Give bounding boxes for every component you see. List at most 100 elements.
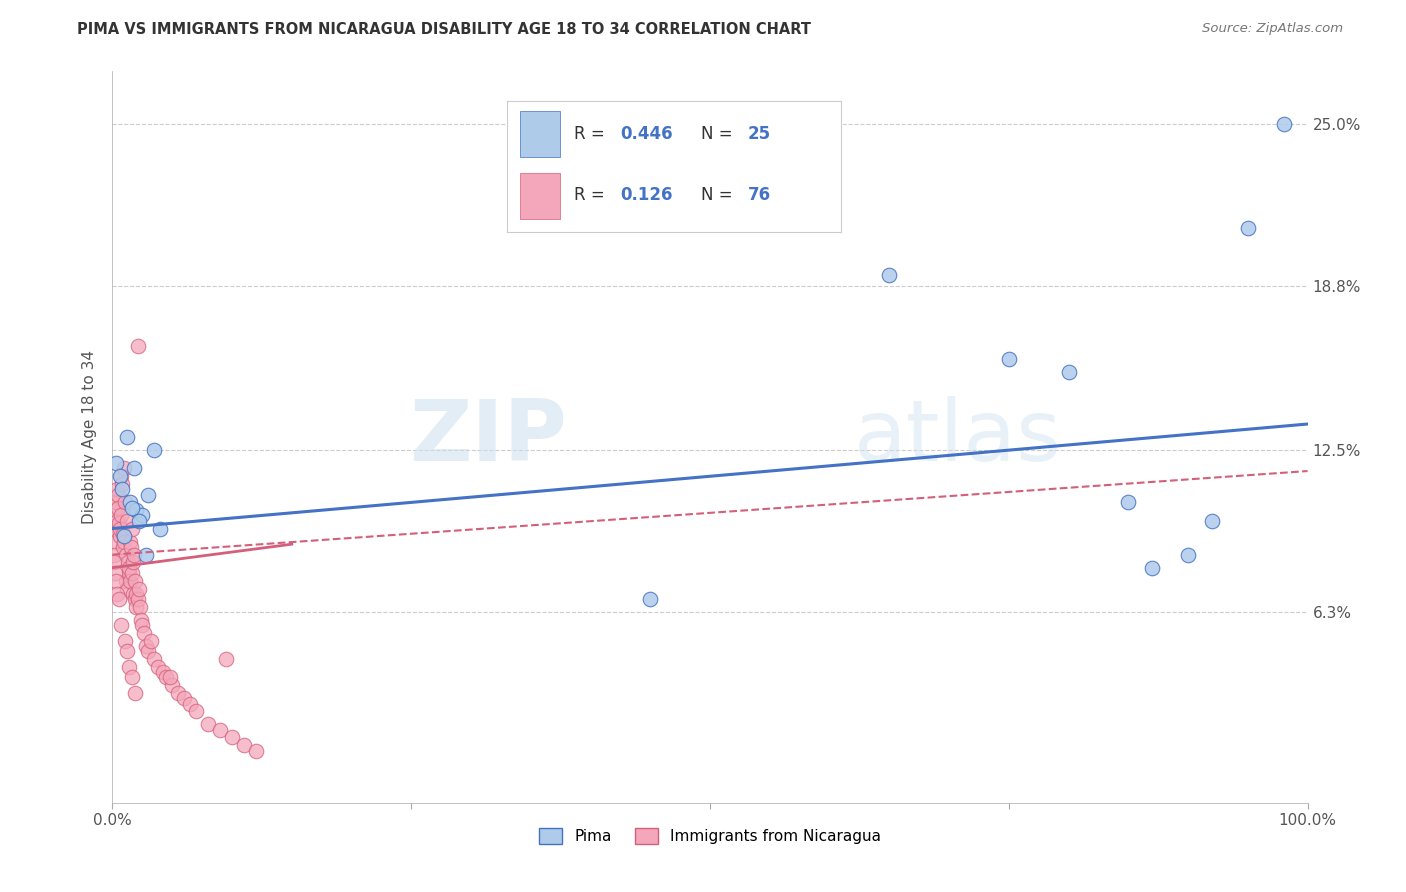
Point [127,339,149,353]
Point [1118,495,1140,509]
Point [104,521,127,535]
Point [115,514,138,528]
Point [197,717,219,731]
Point [107,587,129,601]
Point [118,560,141,574]
Point [121,566,143,580]
Point [1201,514,1223,528]
Point [143,652,166,666]
Point [135,548,157,562]
Point [115,574,138,588]
Point [167,686,190,700]
Point [122,461,145,475]
Text: ZIP: ZIP [409,395,567,479]
Point [105,495,128,509]
Text: Source: ZipAtlas.com: Source: ZipAtlas.com [1202,22,1343,36]
Point [103,548,125,562]
Point [132,626,155,640]
Point [114,529,135,543]
Point [120,495,142,509]
Point [111,483,134,497]
Point [152,665,174,680]
Point [114,633,136,648]
Point [104,566,127,580]
Point [124,574,146,588]
Point [122,548,145,562]
Point [215,652,238,666]
Point [121,556,143,570]
Point [121,500,143,515]
Point [105,574,128,588]
Point [105,514,128,528]
Point [117,582,139,596]
Point [107,500,129,515]
Point [121,670,143,684]
Point [131,508,153,523]
Point [122,587,145,601]
Point [117,566,139,580]
Point [112,526,135,541]
Point [125,587,148,601]
Point [107,592,129,607]
Point [110,469,132,483]
Point [1177,548,1199,562]
Point [103,534,125,549]
Point [121,521,143,535]
Y-axis label: Disability Age 18 to 34: Disability Age 18 to 34 [82,350,97,524]
Point [111,477,134,491]
Point [879,268,901,282]
Point [110,618,132,632]
Point [125,503,148,517]
Point [143,443,166,458]
Point [108,516,131,531]
Point [124,592,146,607]
Point [233,739,256,753]
Point [1057,365,1080,379]
Point [110,521,132,535]
Point [209,723,232,737]
Point [118,534,141,549]
Point [118,660,141,674]
Point [127,592,149,607]
Point [112,461,135,475]
Point [107,487,129,501]
Point [998,351,1021,366]
Point [159,670,181,684]
Point [155,670,177,684]
Point [129,613,152,627]
Point [125,599,148,614]
Point [117,556,139,570]
Point [146,660,169,674]
Point [138,644,160,658]
Point [114,495,136,509]
Point [1237,221,1260,235]
Point [221,731,243,745]
Point [162,678,183,692]
Point [115,430,138,444]
Point [129,599,152,614]
Point [1272,117,1295,131]
Point [104,503,127,517]
Point [131,618,153,632]
Point [139,633,162,648]
Point [105,483,128,497]
Point [114,534,135,549]
Point [245,743,267,757]
Point [1142,560,1164,574]
Point [186,705,208,719]
Point [114,548,136,562]
Legend: Pima, Immigrants from Nicaragua: Pima, Immigrants from Nicaragua [533,822,887,850]
Point [124,686,146,700]
Point [103,556,125,570]
Point [640,592,662,607]
Point [149,521,172,535]
Point [120,540,142,554]
Point [138,487,160,501]
Text: atlas: atlas [853,395,1062,479]
Text: PIMA VS IMMIGRANTS FROM NICARAGUA DISABILITY AGE 18 TO 34 CORRELATION CHART: PIMA VS IMMIGRANTS FROM NICARAGUA DISABI… [77,22,811,37]
Point [108,469,131,483]
Point [105,456,128,470]
Point [179,697,201,711]
Point [115,644,138,658]
Point [128,514,150,528]
